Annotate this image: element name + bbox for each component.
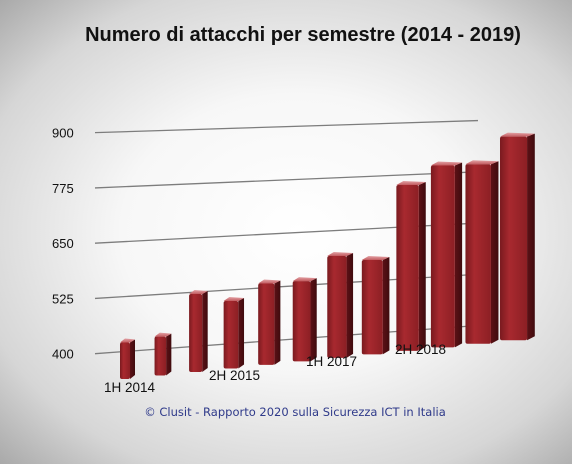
bar-top — [258, 279, 281, 284]
bar-side — [166, 333, 172, 376]
bar-front — [396, 184, 419, 351]
bar-top — [361, 256, 390, 261]
bar — [120, 338, 135, 379]
bar-front — [500, 136, 528, 341]
bar — [292, 277, 317, 362]
bar-front — [327, 255, 347, 358]
bar — [258, 279, 281, 365]
bar — [361, 256, 390, 355]
bar-side — [310, 278, 317, 362]
gridline — [94, 119, 479, 134]
bar — [154, 332, 172, 376]
bar-front — [120, 342, 130, 379]
bar-side — [130, 339, 135, 379]
copyright-credit: © Clusit - Rapporto 2020 sulla Sicurezza… — [144, 405, 446, 419]
bar-front — [465, 164, 491, 344]
bar-top — [396, 180, 426, 185]
bar-top — [430, 161, 463, 166]
bar-top — [500, 132, 535, 137]
x-tick-label: 2H 2018 — [395, 342, 446, 357]
bar-side — [527, 133, 535, 341]
bar-front — [292, 281, 311, 362]
y-tick-label: 775 — [52, 181, 74, 196]
bar — [465, 160, 499, 344]
bar-side — [346, 252, 354, 358]
bar-top — [465, 160, 499, 165]
bar-front — [430, 165, 455, 348]
bar-side — [454, 162, 463, 348]
bar-front — [258, 283, 275, 365]
x-tick-label: 1H 2017 — [306, 354, 357, 369]
y-tick-label: 650 — [52, 236, 74, 251]
gridline — [94, 171, 479, 189]
bar-top — [154, 332, 172, 337]
bar-side — [490, 161, 499, 344]
bar-top — [120, 338, 135, 343]
bar-front — [361, 260, 383, 355]
bar-front — [189, 294, 203, 372]
bar-front — [223, 301, 239, 369]
bar-top — [327, 251, 354, 256]
y-tick-label: 525 — [52, 291, 74, 306]
x-tick-label: 2H 2015 — [209, 368, 260, 383]
bar-side — [418, 181, 426, 351]
bar-top — [189, 290, 208, 295]
bar-side — [238, 298, 245, 369]
bar-side — [382, 257, 390, 355]
bar — [396, 180, 426, 351]
bar-top — [223, 297, 245, 302]
bar — [430, 161, 463, 348]
y-tick-label: 400 — [52, 347, 74, 362]
bar-front — [154, 336, 167, 376]
bar-top — [292, 277, 317, 282]
x-tick-label: 1H 2014 — [104, 380, 156, 395]
bar — [327, 251, 354, 358]
chart-title: Numero di attacchi per semestre (2014 - … — [85, 24, 521, 46]
bar — [500, 132, 535, 341]
bar-side — [202, 291, 208, 372]
bar — [223, 297, 245, 369]
y-tick-label: 900 — [52, 126, 74, 141]
bar — [189, 290, 208, 372]
bar-side — [274, 280, 281, 365]
